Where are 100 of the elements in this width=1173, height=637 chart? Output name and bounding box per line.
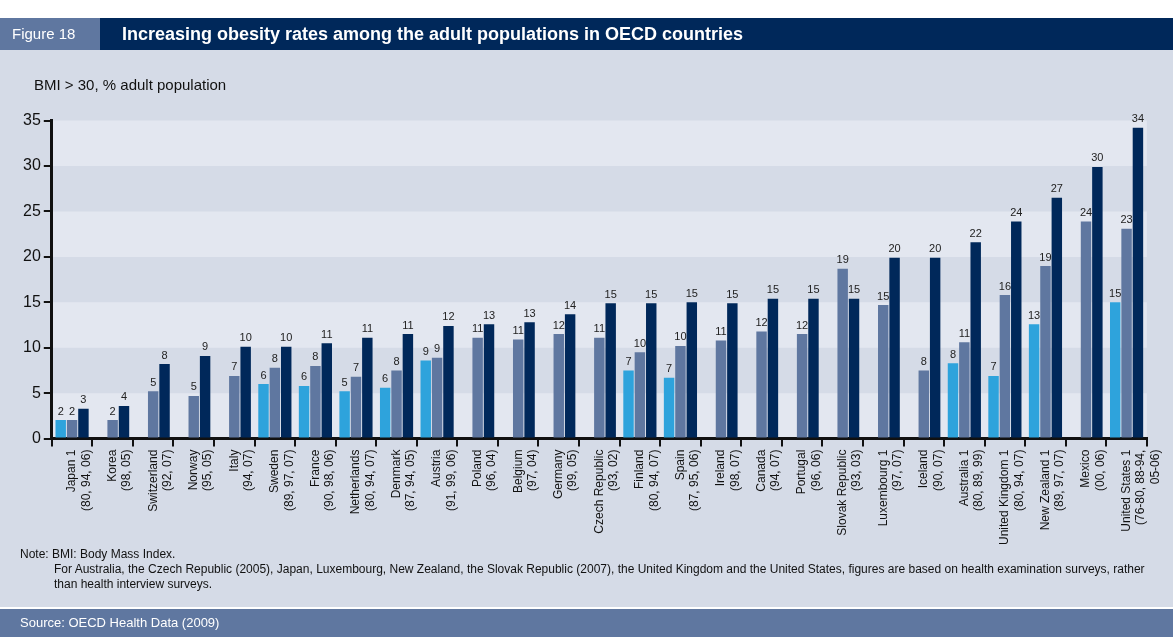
- data-label: 6: [260, 368, 267, 381]
- data-label: 8: [393, 355, 400, 367]
- data-label: 7: [625, 355, 632, 367]
- data-label: 24: [1079, 205, 1093, 218]
- bar: [686, 302, 698, 438]
- data-label: 12: [442, 310, 455, 323]
- data-label: 2: [69, 404, 76, 417]
- data-label: 11: [715, 325, 727, 338]
- data-label: 15: [604, 287, 617, 300]
- x-tick-label: Switzerland (92, 07): [145, 449, 174, 512]
- data-label: 27: [1050, 182, 1063, 195]
- bar: [362, 337, 373, 438]
- bar: [281, 346, 292, 438]
- x-tick-label: Spain (87, 95, 06): [672, 449, 702, 511]
- data-label: 13: [1027, 308, 1041, 321]
- bar: [55, 419, 66, 438]
- bar: [1110, 302, 1121, 438]
- bar: [379, 387, 391, 438]
- bar: [431, 357, 443, 438]
- data-label: 9: [434, 342, 441, 355]
- data-label: 8: [271, 352, 278, 365]
- bar: [756, 331, 767, 438]
- data-label: 11: [958, 326, 971, 339]
- bar: [1132, 127, 1144, 438]
- y-tick-label: 35: [23, 111, 41, 129]
- x-tick-label: Czech Republic (93, 02): [591, 449, 621, 534]
- x-tick-label: Germany (99, 05): [551, 449, 580, 499]
- text: Note: BMI: Body Mass Index.: [20, 547, 177, 562]
- data-label: 15: [726, 287, 739, 300]
- data-label: 8: [920, 355, 927, 367]
- bar: [78, 408, 89, 438]
- bar: [947, 363, 959, 438]
- bar: [391, 370, 402, 438]
- bar: [229, 375, 240, 438]
- data-label: 5: [150, 375, 157, 388]
- bar: [675, 345, 686, 438]
- data-label: 34: [1131, 112, 1145, 125]
- bar: [310, 365, 321, 438]
- y-axis-title: BMI > 30, % adult population: [34, 76, 227, 93]
- data-label: 15: [847, 283, 861, 296]
- data-label: 15: [877, 289, 890, 302]
- data-label: 20: [888, 242, 901, 255]
- bar: [66, 419, 78, 438]
- x-tick-label: Luxembourg 1 (97, 07): [875, 449, 904, 527]
- data-label: 3: [80, 393, 87, 406]
- bar: [420, 360, 431, 438]
- x-tick-label: Italy (94, 07): [226, 449, 256, 491]
- data-label: 15: [1109, 286, 1122, 299]
- y-tick-label: 0: [31, 429, 41, 447]
- data-label: 12: [795, 318, 809, 331]
- bar: [553, 334, 564, 438]
- x-tick-label: Portugal (96, 06): [794, 449, 823, 495]
- data-label: 16: [998, 279, 1012, 292]
- data-label: 7: [666, 362, 673, 375]
- y-tick-label: 5: [31, 383, 41, 401]
- data-label: 14: [564, 298, 577, 311]
- data-label: 12: [755, 315, 768, 328]
- x-tick-label: Norway (95, 05): [186, 449, 215, 491]
- x-tick-label: Mexico (00, 06): [1078, 449, 1107, 491]
- data-label: 30: [1091, 151, 1104, 164]
- x-tick-label: Australia 1 (80, 89, 99): [956, 449, 986, 511]
- data-label: 6: [301, 370, 308, 383]
- bar: [147, 391, 159, 438]
- y-tick-label: 30: [23, 156, 41, 174]
- data-label: 11: [321, 327, 333, 340]
- y-tick-label: 20: [23, 247, 41, 265]
- bar: [959, 342, 970, 438]
- bar: [321, 343, 332, 438]
- x-tick-label: Canada (94, 07): [753, 449, 783, 492]
- data-label: 9: [422, 345, 429, 357]
- y-tick-label: 10: [23, 338, 41, 356]
- bar: [512, 339, 524, 438]
- bar: [107, 419, 118, 438]
- bar: [402, 334, 414, 438]
- bar: [767, 298, 779, 438]
- data-label: 19: [836, 253, 849, 266]
- data-label: 4: [120, 390, 128, 403]
- data-label: 8: [312, 350, 319, 363]
- bar: [594, 337, 605, 438]
- bar: [605, 303, 616, 438]
- bar: [1028, 324, 1040, 438]
- bar: [796, 334, 808, 438]
- data-label: 12: [552, 318, 565, 331]
- bar: [524, 322, 535, 438]
- bar: [240, 346, 251, 438]
- bar: [269, 367, 281, 438]
- bar: [623, 370, 634, 438]
- text: For Australia, the Czech Republic (2005), Japan, Luxembourg, New Zealand, the Slovak Republic (2007), the United Kingdom and the United States, figures are based on health examination surveys, rather than health interview surveys.: [53, 562, 1146, 592]
- bar: [258, 384, 269, 438]
- data-label: 8: [949, 347, 957, 360]
- data-label: 9: [202, 340, 209, 353]
- bar: [298, 385, 310, 438]
- data-label: 10: [633, 336, 647, 349]
- bar: [663, 377, 675, 438]
- bar: [159, 364, 170, 438]
- x-tick-label: Ireland (98, 07): [713, 449, 742, 491]
- data-label: 23: [1120, 213, 1133, 226]
- x-tick-label: United States 1 (76-80, 88-94, 05-06): [1118, 449, 1162, 532]
- source-note: Source: OECD Health Data (2009): [0, 609, 1173, 637]
- data-label: 11: [402, 318, 414, 331]
